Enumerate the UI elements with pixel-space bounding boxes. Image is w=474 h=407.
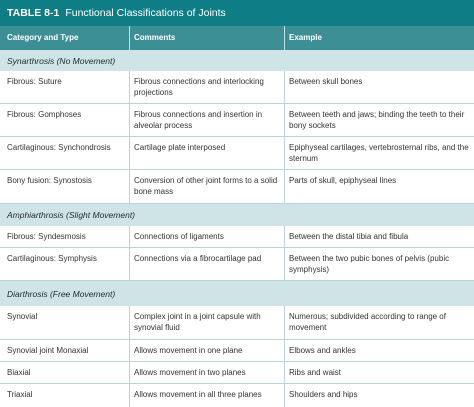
table-row: Biaxial Allows movement in two planes Ri… [0,362,474,384]
column-divider [129,26,130,50]
cell-example: Shoulders and hips [289,390,358,399]
table-row: Fibrous: Syndesmosis Connections of liga… [0,226,474,248]
section-heading-amphiarthrosis: Amphiarthrosis (Slight Movement) [0,204,474,226]
table-row: Triaxial Allows movement in all three pl… [0,384,474,407]
table-row: Fibrous: Suture Fibrous connections and … [0,71,474,104]
cell-comments: Allows movement in all three planes [134,390,262,399]
cell-category: Synovial [7,312,38,321]
cell-category: Biaxial [7,368,31,377]
table-row: Bony fusion: Synostosis Conversion of ot… [0,170,474,204]
table-row: Cartilaginous: Symphysis Connections via… [0,248,474,281]
column-divider [284,26,285,50]
cell-category: Triaxial [7,390,33,399]
cell-comments: Conversion of other joint forms to a sol… [134,176,278,196]
cell-category: Synovial joint Monaxial [7,346,89,355]
column-header-comments: Comments [134,33,176,42]
table-row: Synovial Complex joint in a joint capsul… [0,306,474,340]
cell-comments: Fibrous connections and insertion in alv… [134,110,263,130]
section-heading-diarthrosis: Diarthrosis (Free Movement) [0,281,474,306]
table-title: Functional Classifications of Joints [65,7,226,19]
cell-category: Fibrous: Suture [7,77,62,86]
section-heading-synarthrosis: Synarthrosis (No Movement) [0,50,474,71]
table-row: Cartilaginous: Synchondrosis Cartilage p… [0,137,474,170]
cell-comments: Allows movement in two planes [134,368,246,377]
cell-example: Between skull bones [289,77,363,86]
cell-example: Between the distal tibia and fibula [289,232,409,241]
cell-category: Bony fusion: Synostosis [7,176,92,185]
cell-comments: Allows movement in one plane [134,346,243,355]
column-header-category: Category and Type [7,33,79,42]
table-title-bar: TABLE 8-1 Functional Classifications of … [0,0,474,26]
cell-comments: Cartilage plate interposed [134,143,226,152]
cell-category: Fibrous: Syndesmosis [7,232,86,241]
cell-category: Fibrous: Gomphoses [7,110,82,119]
cell-category: Cartilaginous: Symphysis [7,254,97,263]
cell-comments: Connections of ligaments [134,232,224,241]
cell-category: Cartilaginous: Synchondrosis [7,143,111,152]
cell-example: Elbows and ankles [289,346,356,355]
column-header-example: Example [289,33,322,42]
cell-comments: Fibrous connections and interlocking pro… [134,77,264,97]
cell-example: Between teeth and jaws; binding the teet… [289,110,465,130]
cell-comments: Complex joint in a joint capsule with sy… [134,312,261,332]
cell-example: Between the two pubic bones of pelvis (p… [289,254,450,274]
cell-example: Epiphyseal cartilages, vertebrosternal r… [289,143,469,163]
cell-example: Numerous; subdivided according to range … [289,312,446,332]
cell-example: Parts of skull, epiphyseal lines [289,176,397,185]
cell-comments: Connections via a fibrocartilage pad [134,254,262,263]
table-row: Fibrous: Gomphoses Fibrous connections a… [0,104,474,137]
table-number: TABLE 8-1 [7,7,60,19]
column-header-row: Category and Type Comments Example [0,26,474,50]
table-row: Synovial joint Monaxial Allows movement … [0,340,474,362]
cell-example: Ribs and waist [289,368,342,377]
